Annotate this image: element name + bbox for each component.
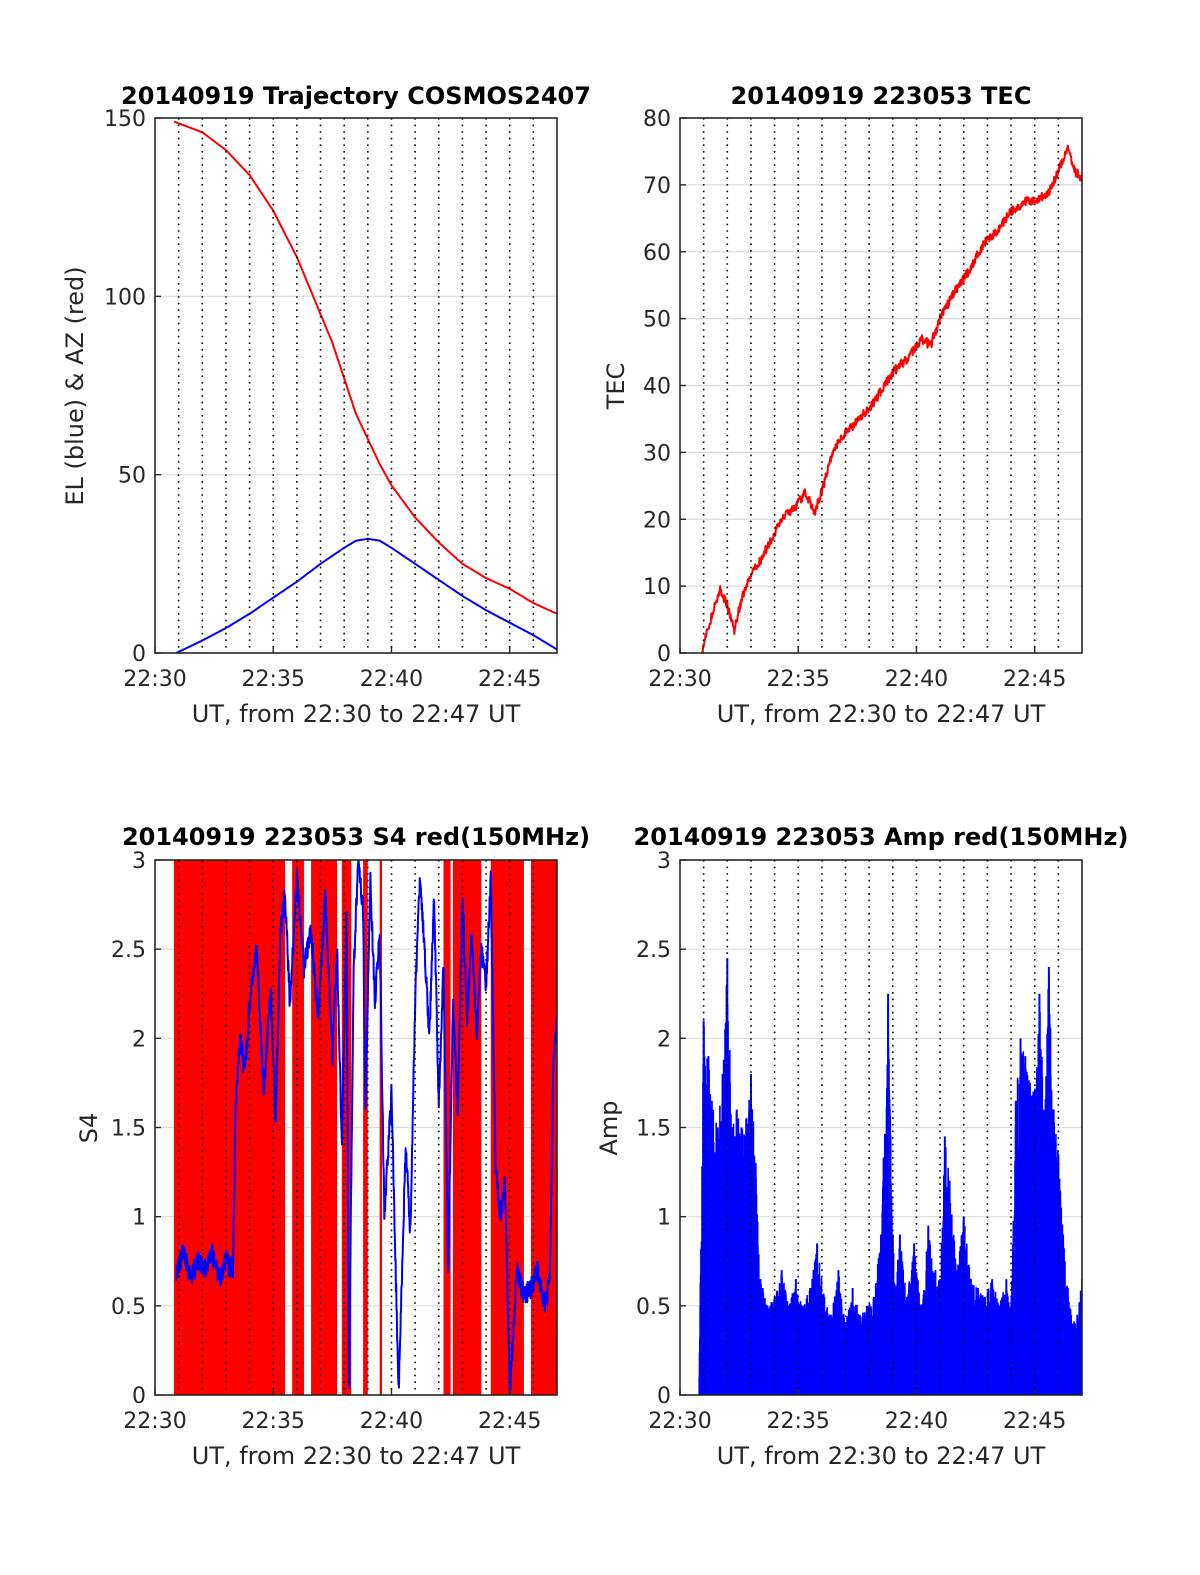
trajectory-y-tick-label: 0 (132, 642, 146, 667)
s4-y-tick-label: 1.5 (111, 1117, 146, 1142)
panel-tec: 22:30 22:35 22:40 22:45 0 10 20 30 40 50 60 70 80 20… (602, 82, 1083, 728)
trajectory-y-label: EL (blue) & AZ (red) (61, 266, 89, 505)
amp-y-tick-label: 2 (657, 1027, 671, 1052)
amp-y-label: Amp (595, 1100, 623, 1155)
amp-y-tick-label: 2.5 (636, 938, 671, 963)
s4-x-tick-label: 22:30 (123, 1409, 186, 1434)
s4-x-tick-label: 22:35 (242, 1409, 305, 1434)
s4-x-tick-label: 22:40 (360, 1409, 423, 1434)
s4-title: 20140919 223053 S4 red(150MHz) (122, 823, 590, 851)
trajectory-series-1 (175, 537, 557, 653)
tec-x-tick-label: 22:30 (648, 667, 711, 692)
s4-x-label: UT, from 22:30 to 22:47 UT (192, 1442, 521, 1470)
tec-y-tick-label: 30 (643, 441, 671, 466)
tec-y-tick-label: 50 (643, 308, 671, 333)
amp-y-tick-label: 1.5 (636, 1117, 671, 1142)
tec-series-0 (700, 144, 1082, 653)
tec-x-label: UT, from 22:30 to 22:47 UT (717, 700, 1046, 728)
trajectory-x-tick-label: 22:45 (478, 667, 541, 692)
s4-series-group (173, 860, 557, 1395)
trajectory-x-tick-label: 22:35 (242, 667, 305, 692)
s4-red-fill (311, 860, 338, 1395)
trajectory-y-tick-label: 150 (104, 107, 146, 132)
s4-y-tick-label: 0.5 (111, 1295, 146, 1320)
panel-s4: 22:30 22:35 22:40 22:45 0 0.5 1 1.5 2 2.5 3 201409… (75, 823, 590, 1470)
tec-y-tick-label: 80 (643, 107, 671, 132)
amp-plot-area: 22:30 22:35 22:40 22:45 0 0.5 1 1.5 2 2.5 3 (636, 849, 1083, 1434)
trajectory-x-tick-label: 22:30 (123, 667, 186, 692)
s4-y-tick-label: 1 (132, 1206, 146, 1231)
s4-red-fill (443, 860, 451, 1395)
amp-x-tick-label: 22:30 (648, 1409, 711, 1434)
tec-y-tick-label: 70 (643, 174, 671, 199)
amp-x-tick-label: 22:40 (885, 1409, 948, 1434)
tec-x-tick-label: 22:45 (1003, 667, 1066, 692)
s4-y-tick-label: 3 (132, 849, 146, 874)
panel-trajectory: 22:30 22:35 22:40 22:45 0 50 100 150 20140919 T… (61, 82, 591, 728)
tec-y-tick-label: 60 (643, 241, 671, 266)
s4-y-tick-label: 2 (132, 1027, 146, 1052)
s4-red-fill (292, 860, 304, 1395)
trajectory-series-0 (173, 120, 557, 615)
amp-y-tick-label: 0.5 (636, 1295, 671, 1320)
tec-y-label: TEC (602, 363, 630, 411)
amp-x-tick-label: 22:35 (767, 1409, 830, 1434)
tec-y-tick-label: 40 (643, 375, 671, 400)
amp-x-tick-label: 22:45 (1003, 1409, 1066, 1434)
s4-y-tick-label: 2.5 (111, 938, 146, 963)
s4-series-0 (175, 860, 557, 1395)
s4-red-fill (341, 860, 352, 1395)
trajectory-x-label: UT, from 22:30 to 22:47 UT (192, 700, 521, 728)
s4-y-label: S4 (75, 1113, 103, 1144)
panel-amp: 22:30 22:35 22:40 22:45 0 0.5 1 1.5 2 2.5 3 201409… (595, 823, 1128, 1470)
trajectory-title: 20140919 Trajectory COSMOS2407 (121, 82, 591, 110)
tec-y-tick-label: 10 (643, 575, 671, 600)
tec-y-tick-label: 0 (657, 642, 671, 667)
amp-title: 20140919 223053 Amp red(150MHz) (634, 823, 1129, 851)
s4-red-fill (173, 860, 286, 1395)
amp-y-tick-label: 0 (657, 1384, 671, 1409)
trajectory-x-tick-label: 22:40 (360, 667, 423, 692)
s4-red-fill (363, 860, 368, 1395)
s4-x-tick-label: 22:45 (478, 1409, 541, 1434)
trajectory-axes-box (154, 117, 558, 654)
tec-x-tick-label: 22:40 (885, 667, 948, 692)
s4-red-fill (379, 860, 383, 1395)
s4-plot-area: 22:30 22:35 22:40 22:45 0 0.5 1 1.5 2 2.5 3 (111, 849, 558, 1434)
trajectory-y-tick-label: 50 (118, 464, 146, 489)
amp-series-group (698, 958, 1082, 1395)
trajectory-y-tick-label: 100 (104, 285, 146, 310)
amp-y-tick-label: 3 (657, 849, 671, 874)
s4-y-tick-label: 0 (132, 1384, 146, 1409)
tec-y-tick-label: 20 (643, 508, 671, 533)
tec-plot-area: 22:30 22:35 22:40 22:45 0 10 20 30 40 50 60 70 80 (643, 107, 1083, 692)
amp-y-tick-label: 1 (657, 1206, 671, 1231)
trajectory-plot-area: 22:30 22:35 22:40 22:45 0 50 100 150 (104, 107, 558, 692)
tec-series-group (700, 144, 1082, 653)
tec-x-tick-label: 22:35 (767, 667, 830, 692)
tec-title: 20140919 223053 TEC (731, 82, 1032, 110)
s4-red-fill (452, 860, 482, 1395)
trajectory-series-group (173, 120, 557, 653)
amp-x-label: UT, from 22:30 to 22:47 UT (717, 1442, 1046, 1470)
